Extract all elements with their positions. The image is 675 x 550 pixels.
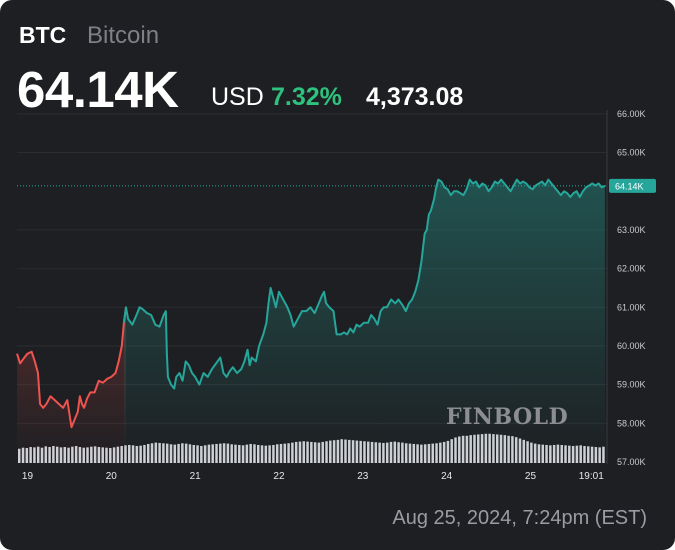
last-price-tag	[609, 178, 656, 193]
y-tick-label: 65.00K	[617, 148, 646, 158]
y-tick-label: 57.00K	[617, 457, 646, 467]
y-axis: 66.00K 65.00K 63.00K 62.00K 61.00K 60.00K 59.0…	[617, 109, 646, 467]
price-area-down	[17, 307, 126, 462]
y-tick-label: 58.00K	[617, 418, 646, 428]
x-tick-label: 23	[357, 471, 369, 482]
ticker-symbol: BTC	[19, 22, 67, 48]
x-tick-label: 20	[106, 471, 118, 482]
asset-name: Bitcoin	[87, 22, 160, 49]
price-line-up	[122, 178, 606, 390]
change-amount: 4,373.08	[366, 83, 464, 111]
x-axis: 19 20 21 22 23 24 25 19:01	[22, 471, 604, 482]
y-tick-label: 63.00K	[617, 225, 646, 235]
y-tick-label: 59.00K	[617, 380, 646, 390]
change-percent: 7.32%	[271, 83, 342, 111]
y-tick-label: 66.00K	[617, 109, 646, 119]
x-tick-label: 19:01	[579, 471, 604, 482]
x-tick-label: 24	[441, 471, 453, 482]
y-tick-label: 60.00K	[617, 341, 646, 351]
x-tick-label: 25	[525, 471, 537, 482]
y-tick-label: 62.00K	[617, 264, 646, 274]
last-price-line: 64.14K	[17, 178, 656, 193]
timestamp: Aug 25, 2024, 7:24pm (EST)	[392, 507, 647, 529]
price-area-up	[123, 179, 605, 462]
currency-label: USD	[211, 83, 264, 111]
last-price-label: 64.14K	[615, 181, 644, 191]
price-line	[16, 178, 606, 429]
watermark-logo: FINBOLD	[446, 404, 568, 430]
x-tick-label: 21	[190, 471, 202, 482]
current-price: 64.14K	[17, 61, 179, 118]
price-area	[17, 179, 605, 462]
price-line-down	[16, 307, 127, 429]
y-tick-label: 61.00K	[617, 302, 646, 312]
x-tick-label: 19	[22, 471, 34, 482]
x-tick-label: 22	[273, 471, 285, 482]
